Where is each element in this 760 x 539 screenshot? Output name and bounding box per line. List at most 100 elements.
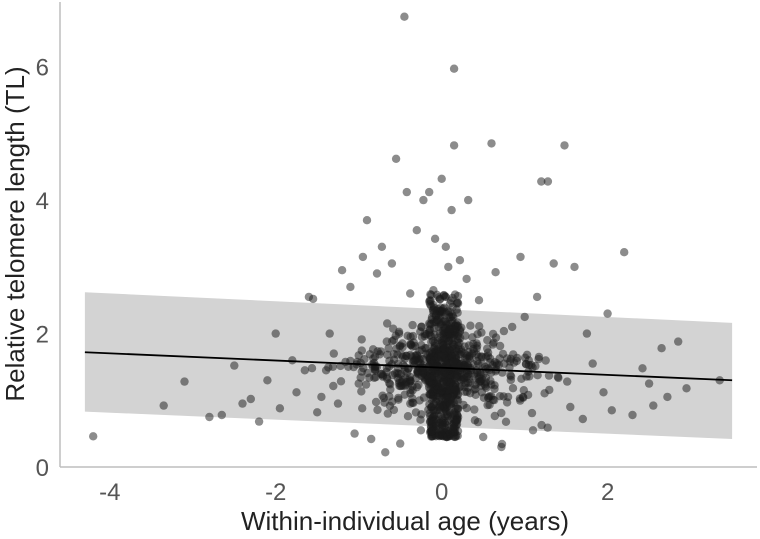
data-point (449, 64, 459, 73)
data-point (362, 216, 372, 225)
data-point (396, 341, 405, 350)
data-point (396, 439, 405, 448)
data-point (450, 408, 459, 417)
data-point (570, 262, 579, 272)
data-point (450, 385, 459, 394)
data-point (350, 429, 359, 438)
data-point (543, 423, 552, 432)
data-point (541, 356, 550, 365)
data-point (512, 356, 521, 366)
data-point (385, 392, 394, 401)
data-point (367, 434, 376, 444)
data-point (292, 388, 301, 397)
data-point (410, 341, 420, 351)
data-point (471, 390, 480, 399)
data-point (380, 398, 389, 407)
data-point (447, 205, 456, 215)
x-tick-label: -4 (99, 479, 120, 506)
data-point (402, 368, 412, 377)
data-point (440, 344, 449, 353)
data-point (391, 154, 401, 163)
data-point (578, 414, 587, 424)
data-point (483, 336, 492, 345)
data-point (403, 331, 412, 340)
data-point (524, 356, 533, 365)
data-point (470, 405, 479, 414)
data-point (446, 399, 455, 409)
data-point (317, 392, 326, 402)
data-point (300, 366, 309, 375)
data-point (516, 252, 525, 262)
data-point (443, 385, 453, 395)
data-point (336, 377, 346, 386)
data-point (438, 402, 447, 411)
data-point (416, 426, 426, 435)
data-point (508, 384, 518, 393)
x-tick-label: 0 (435, 479, 448, 506)
data-point (452, 299, 461, 308)
data-point (412, 226, 421, 235)
data-point (358, 404, 367, 413)
data-point (437, 174, 446, 183)
data-point (383, 350, 392, 359)
data-point (180, 377, 189, 386)
data-point (528, 426, 538, 435)
data-point (246, 394, 255, 404)
data-point (425, 328, 434, 337)
data-point (537, 177, 546, 186)
data-point (470, 416, 480, 425)
data-point (520, 312, 529, 322)
data-point (503, 392, 513, 402)
data-point (313, 408, 322, 417)
data-point (324, 363, 333, 372)
data-point (275, 404, 285, 413)
data-point (447, 352, 457, 361)
data-point (417, 322, 426, 331)
data-point (506, 375, 515, 385)
data-point (425, 187, 434, 197)
data-point (516, 396, 525, 405)
data-point (410, 356, 419, 366)
data-point (417, 333, 427, 342)
data-point (418, 366, 428, 376)
data-point (449, 424, 458, 433)
data-point (491, 268, 500, 277)
data-point (439, 291, 448, 300)
data-point (308, 294, 318, 304)
data-point (497, 442, 506, 452)
data-point (464, 195, 473, 205)
data-point (427, 426, 437, 436)
data-point (386, 380, 395, 389)
y-tick-label: 2 (36, 322, 49, 349)
data-point (476, 370, 485, 379)
data-point (534, 352, 544, 362)
x-tick-labels: -4 -2 0 2 (99, 479, 614, 506)
data-point (435, 419, 444, 428)
y-tick-label: 4 (36, 188, 49, 215)
y-tick-label: 0 (36, 455, 49, 482)
data-point (425, 373, 434, 382)
data-point (499, 326, 509, 336)
data-point (638, 364, 647, 373)
data-point (477, 359, 487, 369)
data-point (487, 139, 496, 148)
data-point (436, 303, 445, 312)
data-point (359, 363, 368, 373)
data-point (429, 300, 438, 310)
data-point (453, 318, 462, 327)
data-point (437, 386, 446, 395)
y-axis-title: Relative telomere length (TL) (0, 66, 30, 401)
data-point (483, 348, 493, 357)
data-point (466, 321, 475, 330)
data-point (545, 385, 554, 395)
data-point (439, 350, 448, 359)
data-point (495, 392, 505, 401)
data-point (408, 386, 417, 395)
data-point (599, 388, 608, 397)
data-point (377, 242, 387, 251)
data-point (388, 370, 397, 380)
data-point (387, 259, 397, 268)
data-point (560, 141, 569, 150)
data-point (674, 337, 683, 346)
data-point (462, 274, 471, 284)
